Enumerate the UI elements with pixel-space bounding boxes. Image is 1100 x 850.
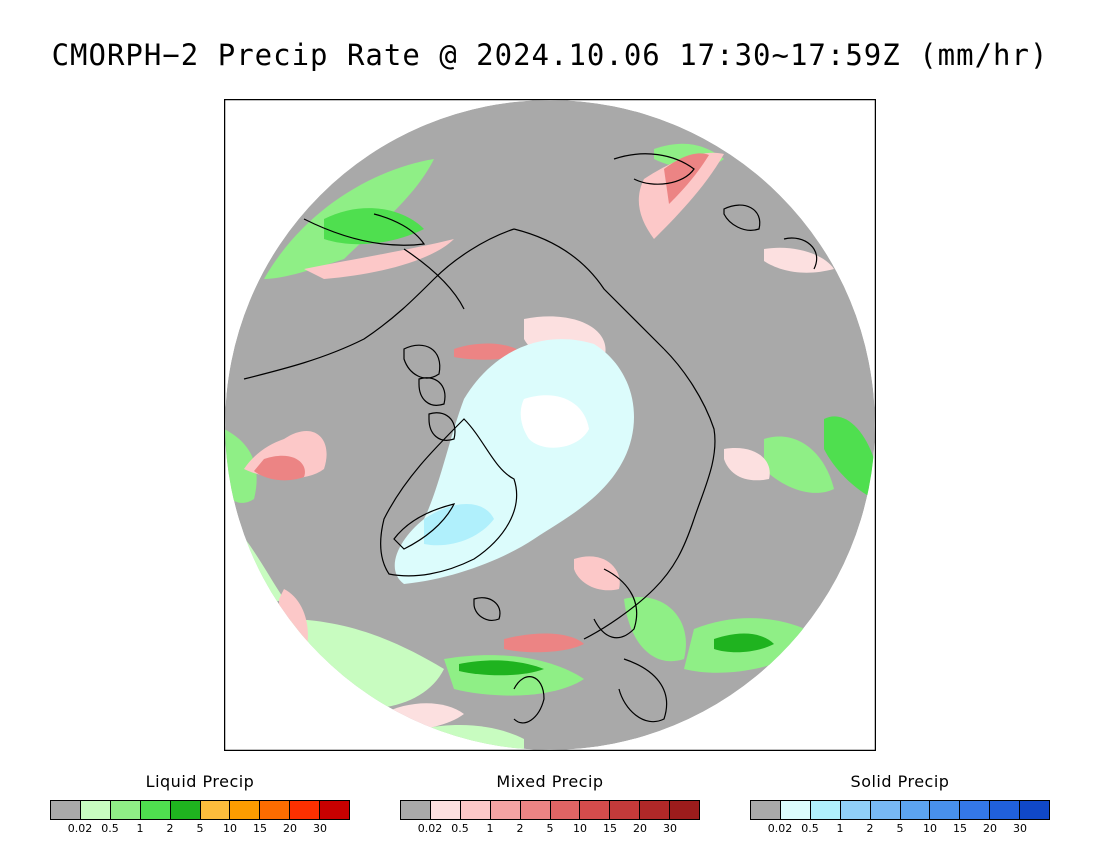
legend-liquid: Liquid Precip 0.02 0.5 1 2 5 10 15 20 30 [50,772,350,842]
legend-swatch-liquid-8 [290,801,321,819]
legend-tick-solid-6: 15 [953,822,967,835]
legend-swatch-liquid-0 [51,801,81,819]
legend-swatch-solid-7 [960,801,991,819]
legend-tick-mixed-7: 20 [633,822,647,835]
legend-tick-mixed-5: 10 [573,822,587,835]
legend-solid: Solid Precip 0.02 0.5 1 2 5 10 15 20 30 [750,772,1050,842]
legend-tick-solid-2: 1 [836,822,844,835]
legend-swatch-liquid-7 [260,801,291,819]
legend-swatches-liquid [50,800,350,820]
legend-ticks-solid: 0.02 0.5 1 2 5 10 15 20 30 [750,822,1050,836]
legend-title-liquid: Liquid Precip [145,772,255,791]
legend-tick-mixed-4: 5 [546,822,554,835]
legend-swatch-liquid-3 [140,801,171,819]
legend-ticks-mixed: 0.02 0.5 1 2 5 10 15 20 30 [400,822,700,836]
legend-tick-mixed-2: 1 [486,822,494,835]
legend-swatch-solid-3 [840,801,871,819]
legend-swatch-mixed-8 [640,801,671,819]
legend-tick-liquid-2: 1 [136,822,144,835]
coastlines [243,153,818,724]
mixed-precip-areas [244,152,834,731]
legend-tick-solid-4: 5 [896,822,904,835]
map-svg [224,99,876,751]
legend-swatch-mixed-6 [580,801,611,819]
legend-swatch-mixed-0 [401,801,431,819]
legend-swatch-solid-1 [780,801,811,819]
legend-tick-liquid-8: 30 [313,822,327,835]
legend-tick-liquid-6: 15 [253,822,267,835]
legend-tick-solid-1: 0.5 [801,822,819,835]
legend-swatch-mixed-3 [490,801,521,819]
legend-tick-liquid-4: 5 [196,822,204,835]
legend-swatch-mixed-7 [610,801,641,819]
legend-tick-solid-7: 20 [983,822,997,835]
legend-ticks-liquid: 0.02 0.5 1 2 5 10 15 20 30 [50,822,350,836]
legend-tick-mixed-0: 0.02 [417,822,443,835]
legend-swatch-solid-5 [900,801,931,819]
legend-tick-solid-3: 2 [866,822,874,835]
legend-swatches-solid [750,800,1050,820]
legend-swatch-solid-0 [751,801,781,819]
legend-swatch-liquid-5 [200,801,231,819]
legend-tick-mixed-3: 2 [516,822,524,835]
solid-precip-areas [394,339,634,584]
legend-swatch-liquid-9 [320,801,350,819]
legend-swatch-solid-4 [870,801,901,819]
legend-swatches-mixed [400,800,700,820]
legend-swatch-liquid-6 [230,801,261,819]
legend-swatch-solid-6 [930,801,961,819]
legend-tick-solid-5: 10 [923,822,937,835]
legend-tick-liquid-1: 0.5 [101,822,119,835]
legend-swatch-mixed-4 [520,801,551,819]
legend-swatch-solid-8 [990,801,1021,819]
legend-swatch-solid-9 [1020,801,1050,819]
map-title: CMORPH−2 Precip Rate @ 2024.10.06 17:30~… [51,38,1049,72]
legend-swatch-liquid-2 [110,801,141,819]
legend-swatch-liquid-1 [80,801,111,819]
legend-tick-liquid-7: 20 [283,822,297,835]
legend-swatch-mixed-5 [550,801,581,819]
legend-tick-liquid-3: 2 [166,822,174,835]
legend-tick-mixed-1: 0.5 [451,822,469,835]
legend-swatch-mixed-2 [460,801,491,819]
polar-precip-map [224,99,876,751]
legend-swatch-mixed-9 [670,801,700,819]
legend-mixed: Mixed Precip 0.02 0.5 1 2 5 10 15 20 30 [400,772,700,842]
legend-title-solid: Solid Precip [850,772,950,791]
legend-swatch-mixed-1 [430,801,461,819]
legend-title-mixed: Mixed Precip [496,772,604,791]
legend-swatch-liquid-4 [170,801,201,819]
legend-tick-solid-0: 0.02 [767,822,793,835]
legend-tick-solid-8: 30 [1013,822,1027,835]
legend-tick-mixed-8: 30 [663,822,677,835]
legend-tick-liquid-5: 10 [223,822,237,835]
legend-tick-liquid-0: 0.02 [67,822,93,835]
legend-swatch-solid-2 [810,801,841,819]
legend-tick-mixed-6: 15 [603,822,617,835]
